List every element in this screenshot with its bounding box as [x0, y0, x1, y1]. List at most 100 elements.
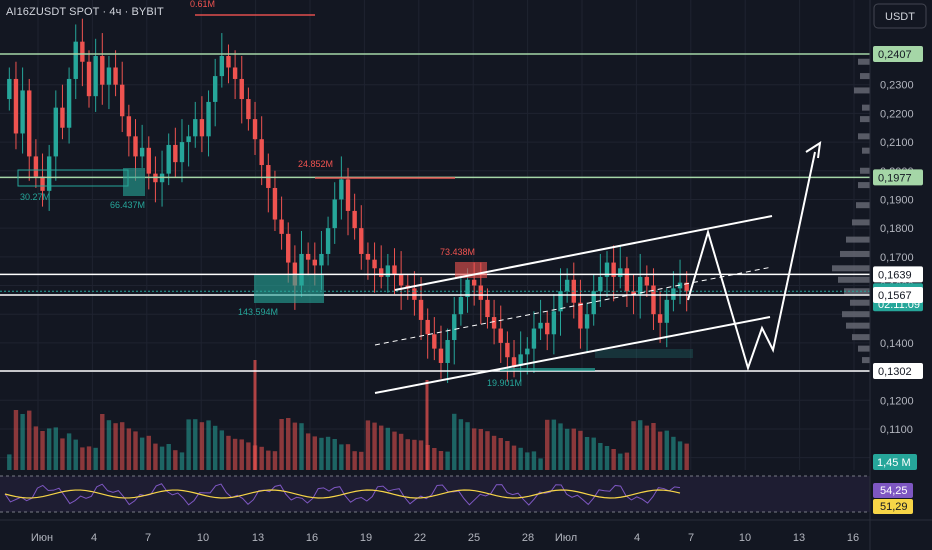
volume-profile-bar — [842, 311, 870, 318]
projection-path — [687, 151, 816, 372]
volume-profile-bar — [860, 116, 870, 123]
volume-bar — [292, 422, 298, 470]
price-label-bg — [873, 363, 923, 379]
volume-bar — [246, 442, 251, 470]
candle-body — [93, 56, 98, 97]
candle-body — [232, 67, 238, 79]
x-tick-label: 13 — [793, 532, 805, 544]
candle-body — [246, 99, 251, 120]
volume-bar — [126, 428, 132, 470]
volume-bar — [100, 414, 105, 470]
candle-body — [458, 296, 464, 315]
volume-bar — [558, 423, 563, 470]
volume-profile-bar — [852, 334, 870, 341]
candle-body — [365, 253, 371, 260]
volume-value-label: 1,45 M — [877, 457, 911, 469]
currency-button[interactable] — [873, 3, 927, 29]
volume-bar — [319, 437, 324, 470]
x-tick-label: 13 — [252, 532, 264, 544]
channel-mid — [374, 266, 773, 346]
price-label: 0,1977 — [878, 172, 912, 184]
volume-bar — [485, 431, 490, 470]
candle-body — [312, 259, 317, 266]
candle-body — [412, 288, 417, 300]
volume-bar — [80, 447, 85, 470]
y-tick-label: 0,2200 — [880, 108, 914, 120]
y-tick-label: 0,2300 — [880, 80, 914, 92]
price-label-bg — [873, 266, 923, 283]
candle-body — [40, 176, 45, 191]
zone-line — [315, 177, 455, 179]
volume-profile-bar — [862, 104, 870, 111]
x-tick-label: 7 — [688, 532, 694, 544]
candle-body — [226, 56, 231, 68]
volume-bar — [153, 443, 158, 470]
volume-profile-bar — [838, 276, 870, 283]
candle-body — [485, 299, 490, 318]
candle-body — [631, 291, 636, 295]
candle-body — [73, 41, 78, 79]
volume-bar — [13, 410, 19, 470]
candle-body — [60, 107, 65, 128]
volume-bar — [186, 419, 191, 470]
candle-body — [531, 328, 537, 349]
y-tick-label: 0,1900 — [880, 194, 914, 206]
candle-body — [146, 147, 151, 174]
candle-body — [33, 156, 39, 177]
rsi-ma-value-label: 51,29 — [880, 501, 908, 513]
annotation-label: 30.27M — [20, 192, 50, 202]
candle-body — [359, 228, 364, 254]
candle-body — [286, 233, 291, 263]
annotation-label: 73.438M — [440, 247, 475, 257]
volume-bar — [66, 433, 72, 470]
candle-body — [266, 165, 271, 188]
volume-bar — [232, 438, 238, 470]
volume-bar — [531, 451, 537, 470]
x-tick-label: 4 — [634, 532, 640, 544]
volume-bar — [7, 454, 12, 470]
zone-line — [195, 14, 315, 16]
symbol-title: AI16ZUSDT SPOT · 4ч · BYBIT — [6, 6, 164, 18]
candle-body — [618, 268, 623, 277]
volume-bar — [458, 419, 464, 470]
price-label: 0,1567 — [878, 290, 912, 302]
candle-body — [80, 41, 85, 62]
candle-body — [578, 302, 583, 329]
volume-bar — [266, 450, 271, 470]
volume-bar — [372, 422, 377, 470]
x-tick-label: 10 — [739, 532, 751, 544]
candle-body — [66, 78, 72, 128]
volume-bar — [60, 438, 65, 470]
volume-bar — [611, 449, 616, 470]
x-tick-label: 16 — [306, 532, 318, 544]
volume-bar — [551, 419, 557, 470]
x-tick-label: 22 — [414, 532, 426, 544]
candle-body — [385, 265, 391, 277]
volume-bar — [339, 444, 344, 470]
volume-bar — [279, 419, 284, 470]
candle-body — [471, 279, 477, 286]
volume-bar — [93, 447, 98, 470]
candle-body — [564, 279, 570, 292]
volume-profile-bar — [858, 182, 870, 189]
volume-bar — [598, 443, 603, 470]
candle-body — [518, 354, 523, 366]
candle-body — [604, 262, 610, 277]
volume-bar — [418, 440, 424, 470]
rsi-value-label: 54,25 — [880, 485, 908, 497]
volume-bar — [518, 447, 523, 470]
volume-bar — [106, 420, 112, 470]
candle-body — [345, 179, 351, 211]
volume-bar — [159, 446, 165, 470]
candle-body — [139, 147, 145, 157]
currency-button-label[interactable]: USDT — [885, 11, 915, 23]
volume-profile-bar — [860, 167, 870, 174]
volume-bar — [113, 423, 118, 470]
candle-body — [352, 210, 357, 229]
volume-profile-bar — [858, 58, 870, 65]
volume-bar — [538, 458, 543, 470]
rsi-line — [4, 483, 681, 506]
candle-body — [551, 311, 557, 335]
